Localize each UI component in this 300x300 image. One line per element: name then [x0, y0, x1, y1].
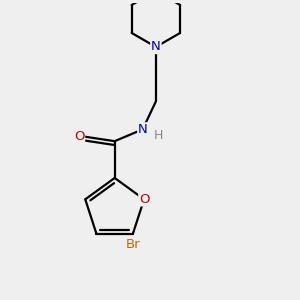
- Text: Br: Br: [125, 238, 140, 251]
- Text: O: O: [139, 193, 149, 206]
- Text: H: H: [154, 129, 164, 142]
- Text: O: O: [74, 130, 85, 143]
- Text: N: N: [138, 123, 148, 136]
- Text: N: N: [151, 40, 161, 53]
- Text: N: N: [151, 40, 161, 53]
